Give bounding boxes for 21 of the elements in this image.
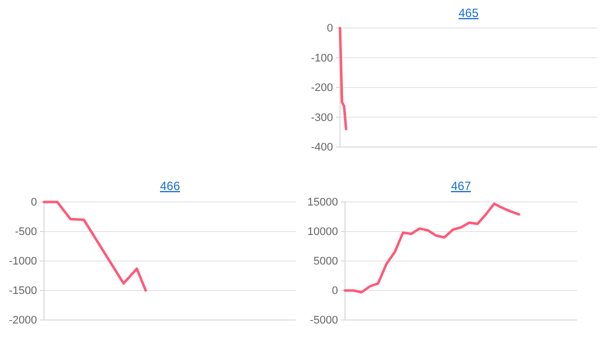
y-tick-label: -400 <box>310 142 333 154</box>
line-series <box>42 200 147 292</box>
y-tick-label: -2000 <box>8 314 37 327</box>
y-tick-label: -500 <box>14 226 37 238</box>
y-tick-label: -200 <box>310 82 333 94</box>
y-tick-label: -5000 <box>310 314 338 327</box>
chart-title: 467 <box>450 179 472 193</box>
y-tick-label: -1500 <box>8 285 37 298</box>
line-series <box>344 202 520 294</box>
y-tick-label: 0 <box>326 22 333 35</box>
y-tick-label: -1000 <box>8 256 37 268</box>
chart-title: 465 <box>458 6 479 20</box>
y-tick-label: 10000 <box>307 226 338 238</box>
y-tick-label: -100 <box>310 52 333 64</box>
line-series <box>338 26 348 130</box>
y-tick-label: 15000 <box>307 196 338 209</box>
y-tick-label: -300 <box>310 112 333 124</box>
y-tick-label: 0 <box>30 196 37 209</box>
y-tick-label: 0 <box>332 285 338 298</box>
chart-title: 466 <box>160 179 180 193</box>
y-tick-label: 5000 <box>314 256 338 268</box>
